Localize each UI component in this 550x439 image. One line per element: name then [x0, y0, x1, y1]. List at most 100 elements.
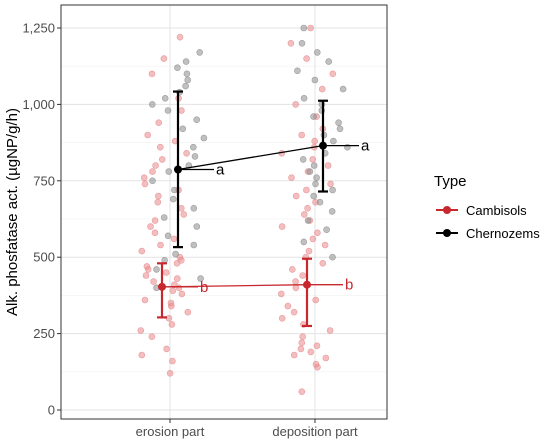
data-point-cambisols: [160, 55, 168, 62]
y-tick-label: 1,000: [22, 97, 55, 112]
x-tick-label: deposition part: [272, 424, 358, 439]
data-point-chernozems: [316, 198, 324, 206]
data-point-chernozems: [294, 67, 301, 75]
data-point-cambisols: [169, 287, 177, 295]
data-point-chernozems: [328, 208, 336, 215]
data-point-chernozems: [164, 107, 172, 114]
data-point-cambisols: [298, 388, 306, 396]
data-point-cambisols: [329, 70, 337, 78]
legend-label-chernozems: Chernozems: [466, 226, 540, 241]
data-point-cambisols: [176, 33, 184, 41]
data-point-cambisols: [324, 162, 332, 169]
legend-key-point: [443, 206, 451, 214]
data-point-cambisols: [322, 354, 330, 362]
data-point-cambisols: [169, 357, 176, 365]
data-point-chernozems: [191, 153, 199, 160]
data-point-cambisols: [292, 278, 299, 285]
y-tick-label: 250: [33, 326, 55, 341]
data-point-chernozems: [182, 58, 190, 65]
data-point-chernozems: [200, 134, 208, 142]
panel-border: [60, 4, 388, 420]
data-point-chernozems: [197, 275, 204, 282]
legend-label-cambisols: Cambisols: [466, 203, 527, 218]
data-point-chernozems: [184, 76, 191, 84]
data-point-cambisols: [303, 186, 310, 194]
data-point-cambisols: [142, 272, 150, 279]
data-point-chernozems: [313, 174, 320, 181]
data-point-cambisols: [312, 296, 320, 304]
data-point-chernozems: [310, 113, 317, 120]
data-point-cambisols: [309, 235, 317, 243]
data-point-cambisols: [288, 174, 295, 181]
mean-connector-chernozems: [177, 145, 324, 171]
data-point-chernozems: [310, 162, 318, 169]
data-point-chernozems: [300, 95, 308, 102]
data-point-chernozems: [171, 186, 178, 194]
data-point-cambisols: [154, 198, 162, 206]
legend-title: Type: [434, 173, 467, 190]
data-point-chernozems: [330, 137, 337, 145]
data-point-cambisols: [163, 345, 170, 353]
data-point-cambisols: [278, 223, 286, 230]
data-point-chernozems: [170, 195, 177, 203]
data-point-cambisols: [155, 192, 162, 200]
data-point-chernozems: [182, 82, 189, 90]
data-point-cambisols: [288, 266, 296, 273]
y-tick-label: 1,250: [22, 21, 55, 36]
data-point-cambisols: [299, 333, 307, 341]
data-point-chernozems: [336, 125, 344, 133]
data-point-cambisols: [305, 247, 313, 255]
data-point-cambisols: [327, 180, 334, 188]
data-point-cambisols: [178, 290, 186, 298]
data-point-cambisols: [180, 211, 188, 218]
data-point-chernozems: [311, 76, 319, 84]
data-point-cambisols: [148, 333, 156, 341]
data-point-cambisols: [307, 24, 314, 32]
data-point-chernozems: [329, 186, 336, 194]
data-point-cambisols: [326, 327, 334, 334]
data-point-cambisols: [292, 284, 300, 292]
legend-key-point: [443, 229, 451, 237]
data-point-chernozems: [300, 24, 308, 32]
data-point-cambisols: [155, 119, 162, 126]
data-point-chernozems: [299, 156, 307, 163]
data-point-chernozems: [160, 214, 168, 221]
data-point-chernozems: [183, 70, 191, 78]
data-point-chernozems: [193, 223, 201, 230]
data-point-chernozems: [310, 192, 318, 200]
mean-point-chernozems: [319, 141, 327, 150]
data-point-cambisols: [298, 131, 306, 139]
data-point-cambisols: [138, 351, 146, 359]
data-point-cambisols: [303, 55, 310, 62]
data-point-chernozems: [164, 232, 172, 240]
data-point-cambisols: [290, 351, 298, 359]
data-point-cambisols: [178, 205, 185, 212]
data-point-cambisols: [151, 229, 159, 237]
data-point-chernozems: [165, 168, 173, 175]
significance-label: b: [200, 279, 208, 296]
data-point-cambisols: [157, 143, 164, 151]
data-point-chernozems: [172, 250, 179, 258]
y-tick-label: 0: [48, 403, 55, 418]
data-point-cambisols: [298, 339, 306, 347]
data-point-chernozems: [312, 180, 319, 188]
data-point-chernozems: [190, 205, 198, 212]
data-point-cambisols: [174, 275, 181, 282]
data-point-cambisols: [166, 369, 174, 377]
data-point-chernozems: [313, 49, 321, 56]
mean-point-cambisols: [303, 280, 311, 289]
data-point-cambisols: [151, 217, 159, 224]
data-point-chernozems: [161, 95, 169, 102]
data-point-cambisols: [148, 70, 156, 78]
data-point-cambisols: [162, 269, 170, 276]
data-point-chernozems: [153, 266, 160, 273]
data-point-chernozems: [306, 168, 314, 175]
mean-point-chernozems: [174, 165, 182, 174]
data-point-cambisols: [300, 211, 308, 218]
data-point-cambisols: [284, 302, 292, 310]
y-tick-label: 750: [33, 173, 55, 188]
data-point-cambisols: [319, 259, 327, 267]
significance-label: a: [216, 161, 225, 178]
data-point-cambisols: [137, 327, 145, 334]
